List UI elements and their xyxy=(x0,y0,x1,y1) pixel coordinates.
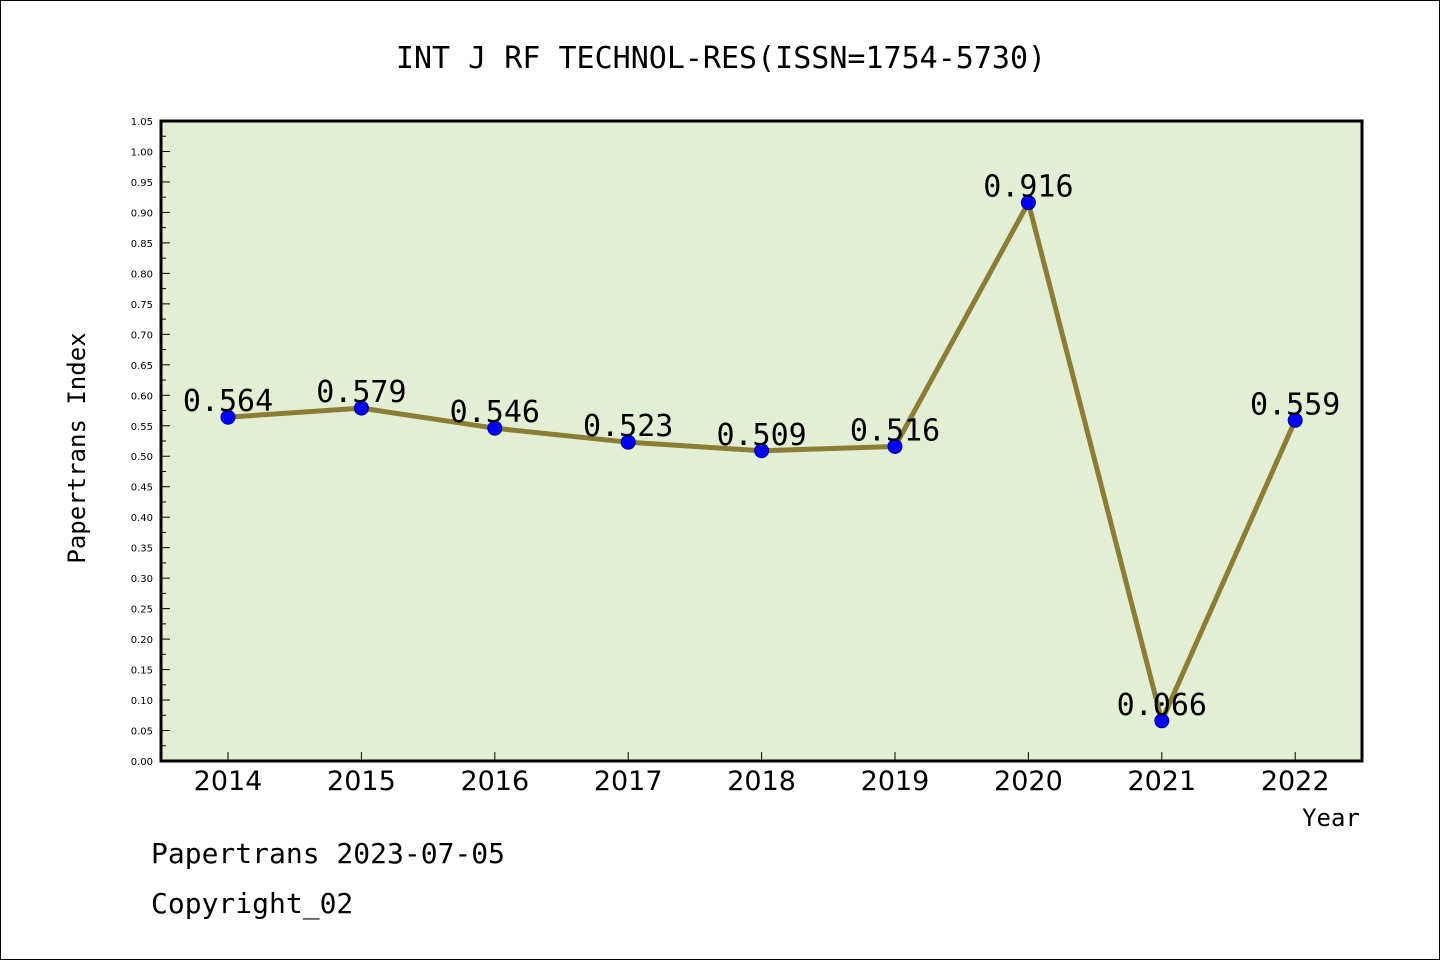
data-labels: 0.564 0.579 0.546 0.523 0.509 0.516 0.916 0.066… xyxy=(183,170,1341,723)
plot-border xyxy=(159,119,1364,763)
data-label: 0.509 xyxy=(716,418,806,453)
chart-title: INT J RF TECHNOL-RES(ISSN=1754-5730) xyxy=(396,41,1046,76)
x-tick-label: 2016 xyxy=(460,766,529,797)
y-tick-label: 0.20 xyxy=(131,635,153,646)
y-tick-label: 0.45 xyxy=(131,483,153,494)
y-tick-label: 0.50 xyxy=(131,452,153,463)
y-tick-label: 0.75 xyxy=(131,300,153,311)
data-point xyxy=(887,438,903,454)
data-point xyxy=(1020,195,1036,211)
y-tick-label: 0.05 xyxy=(131,727,153,738)
x-tick-label: 2022 xyxy=(1261,766,1330,797)
y-tick-label: 0.60 xyxy=(131,391,153,402)
y-tick-label: 0.80 xyxy=(131,269,153,280)
y-tick-label: 1.05 xyxy=(131,117,153,128)
data-point xyxy=(1154,713,1170,729)
data-label: 0.564 xyxy=(183,384,273,419)
data-point xyxy=(487,420,503,436)
data-point xyxy=(1287,412,1303,428)
data-label: 0.579 xyxy=(316,375,406,410)
data-label: 0.546 xyxy=(450,395,540,430)
plot-area xyxy=(161,121,1362,761)
y-tick-label: 0.70 xyxy=(131,330,153,341)
x-tick-label: 2019 xyxy=(861,766,930,797)
data-point xyxy=(620,434,636,450)
y-tick-label: 0.35 xyxy=(131,544,153,555)
y-tick-label: 1.00 xyxy=(131,147,153,158)
y-tick-label: 0.85 xyxy=(131,239,153,250)
x-tick-label: 2018 xyxy=(727,766,796,797)
data-label: 0.516 xyxy=(850,413,940,448)
y-tick-label: 0.55 xyxy=(131,422,153,433)
data-label: 0.916 xyxy=(983,170,1073,205)
x-tick-label: 2021 xyxy=(1127,766,1196,797)
data-label: 0.559 xyxy=(1250,387,1340,422)
y-tick-label: 0.65 xyxy=(131,361,153,372)
data-point xyxy=(353,400,369,416)
y-tick-label: 0.90 xyxy=(131,208,153,219)
footer-copyright: Copyright_02 xyxy=(151,887,354,920)
x-axis: 2014 2015 2016 2017 2018 2019 2020 2021 2022 xyxy=(194,752,1330,797)
data-point xyxy=(220,409,236,425)
y-tick-label: 0.15 xyxy=(131,666,153,677)
data-label: 0.066 xyxy=(1117,688,1207,723)
series-layer xyxy=(220,195,1303,729)
y-axis-label: Papertrans Index xyxy=(63,332,91,563)
y-tick-label: 0.30 xyxy=(131,574,153,585)
y-tick-label: 0.25 xyxy=(131,605,153,616)
x-tick-label: 2014 xyxy=(194,766,263,797)
y-tick-label: 0.00 xyxy=(131,757,153,768)
y-axis: 0.00 0.05 0.10 0.15 0.20 0.25 0.30 0.35 0.40 0.45… xyxy=(131,117,170,768)
x-tick-label: 2017 xyxy=(594,766,663,797)
data-point xyxy=(754,443,770,459)
y-tick-label: 0.95 xyxy=(131,178,153,189)
x-axis-label: Year xyxy=(1302,804,1360,832)
footer-date: Papertrans 2023-07-05 xyxy=(151,837,506,870)
x-tick-label: 2020 xyxy=(994,766,1063,797)
y-tick-label: 0.10 xyxy=(131,696,153,707)
data-label: 0.523 xyxy=(583,409,673,444)
y-tick-label: 0.40 xyxy=(131,513,153,524)
x-tick-label: 2015 xyxy=(327,766,396,797)
